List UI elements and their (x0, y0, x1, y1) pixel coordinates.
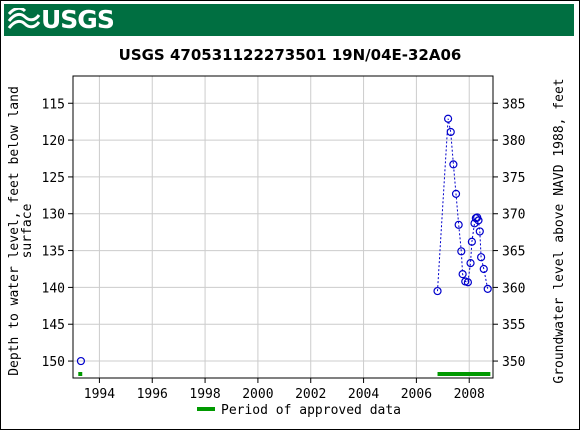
y-tick-label-right: 380 (502, 134, 525, 149)
usgs-banner: USGS (4, 4, 574, 36)
data-point (451, 189, 461, 198)
y-tick-label-right: 375 (502, 171, 525, 186)
y-tick-label-right: 360 (502, 281, 525, 296)
x-tick-label: 2006 (401, 387, 432, 402)
x-tick-label: 2002 (295, 387, 326, 402)
x-tick-label: 1998 (189, 387, 220, 402)
data-point (479, 264, 488, 274)
y-tick-label-left: 140 (42, 281, 65, 296)
x-tick-label: 1994 (84, 387, 115, 402)
y-axis-label-left-line2: surface (20, 203, 35, 258)
data-point (457, 247, 466, 256)
data-point (446, 127, 455, 137)
y-tick-label-left: 145 (42, 318, 65, 333)
data-point (474, 216, 483, 225)
y-tick-label-left: 130 (42, 208, 65, 223)
data-point (477, 253, 486, 262)
data-point (467, 237, 476, 246)
y-tick-label-right: 385 (502, 97, 525, 112)
y-tick-label-right: 350 (502, 355, 525, 370)
data-point (76, 356, 86, 366)
data-point (454, 220, 463, 229)
plot-area: 1994 1996 1998 2000 2002 2004 2006 2008 115 120 12… (42, 75, 525, 402)
data-point (433, 286, 442, 296)
data-point (483, 284, 492, 293)
data-point (458, 270, 467, 279)
data-point (463, 278, 473, 287)
plot-border (72, 75, 494, 379)
x-tick-label: 2004 (348, 387, 379, 402)
data-point (466, 258, 475, 268)
x-tick-label: 1996 (137, 387, 168, 402)
y-tick-label-right: 370 (502, 208, 525, 223)
data-point (449, 160, 458, 169)
legend: Period of approved data (197, 403, 401, 418)
data-point (475, 227, 484, 236)
usgs-logo-text: USGS (41, 5, 115, 34)
approved-period-bar (437, 372, 491, 376)
y-tick-label-left: 120 (42, 134, 65, 149)
legend-label: Period of approved data (221, 403, 401, 418)
y-tick-label-right: 365 (502, 245, 525, 260)
y-tick-label-left: 150 (42, 355, 65, 370)
y-tick-label-left: 115 (42, 97, 65, 112)
approved-period-bar (78, 372, 83, 376)
y-tick-label-right: 355 (502, 318, 525, 333)
x-tick-label: 2000 (242, 387, 273, 402)
series-line (437, 118, 489, 292)
x-tick-label: 2008 (454, 387, 485, 402)
y-axis-label-right: Groundwater level above NAVD 1988, feet (552, 78, 567, 383)
y-tick-label-left: 125 (42, 171, 65, 186)
chart-title: USGS 470531122273501 19N/04E-32A06 (119, 46, 462, 64)
data-point (443, 114, 453, 123)
y-axis-label-left-line1: Depth to water level, feet below land (7, 86, 22, 376)
usgs-logo[interactable]: USGS (7, 5, 115, 34)
y-tick-label-left: 135 (42, 245, 65, 260)
usgs-wave-icon (7, 8, 41, 29)
